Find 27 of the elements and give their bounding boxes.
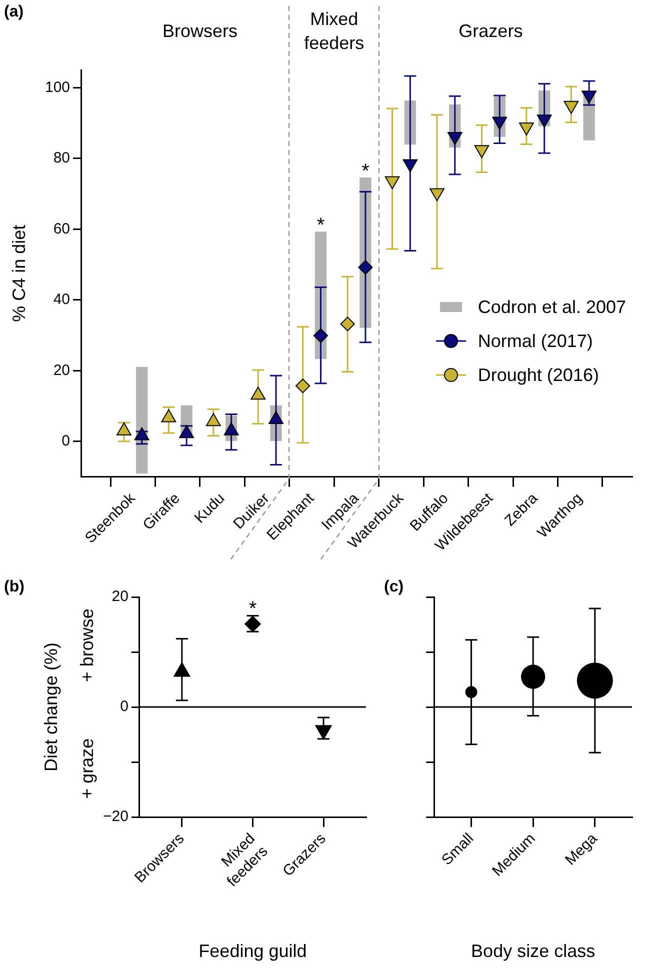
annotation: * — [362, 160, 370, 182]
x-axis-title: Feeding guild — [198, 941, 307, 962]
legend-label: Codron et al. 2007 — [478, 296, 626, 318]
chart-title: (c) — [384, 578, 404, 596]
text: Mixed feeders — [304, 8, 364, 53]
y-tick-label: −20 — [102, 808, 128, 826]
text: Browsers — [162, 20, 238, 41]
y-tick-label: 20 — [112, 588, 128, 606]
y-tick-label: 60 — [53, 220, 70, 238]
chart-title: (b) — [4, 578, 24, 596]
y-tick-label: 40 — [53, 291, 70, 308]
y-tick-label: 100 — [44, 78, 70, 96]
y-axis-title: % C4 in diet — [8, 224, 29, 322]
y-tick-label: 0 — [120, 698, 128, 716]
y-tick-label: 80 — [53, 150, 70, 167]
text: + graze — [76, 738, 97, 799]
text: Grazers — [458, 20, 523, 41]
chart-title: (a) — [4, 3, 24, 20]
y-tick-label: 0 — [62, 432, 70, 450]
text: + browse — [76, 608, 97, 682]
annotation: * — [316, 214, 325, 237]
y-tick-label: 20 — [53, 362, 70, 379]
annotation: * — [248, 598, 257, 620]
x-axis-title: Body size class — [471, 941, 596, 962]
legend-label: Normal (2017) — [478, 330, 593, 352]
y-axis-title: Diet change (%) — [40, 642, 61, 772]
legend-label: Drought (2016) — [478, 364, 599, 386]
